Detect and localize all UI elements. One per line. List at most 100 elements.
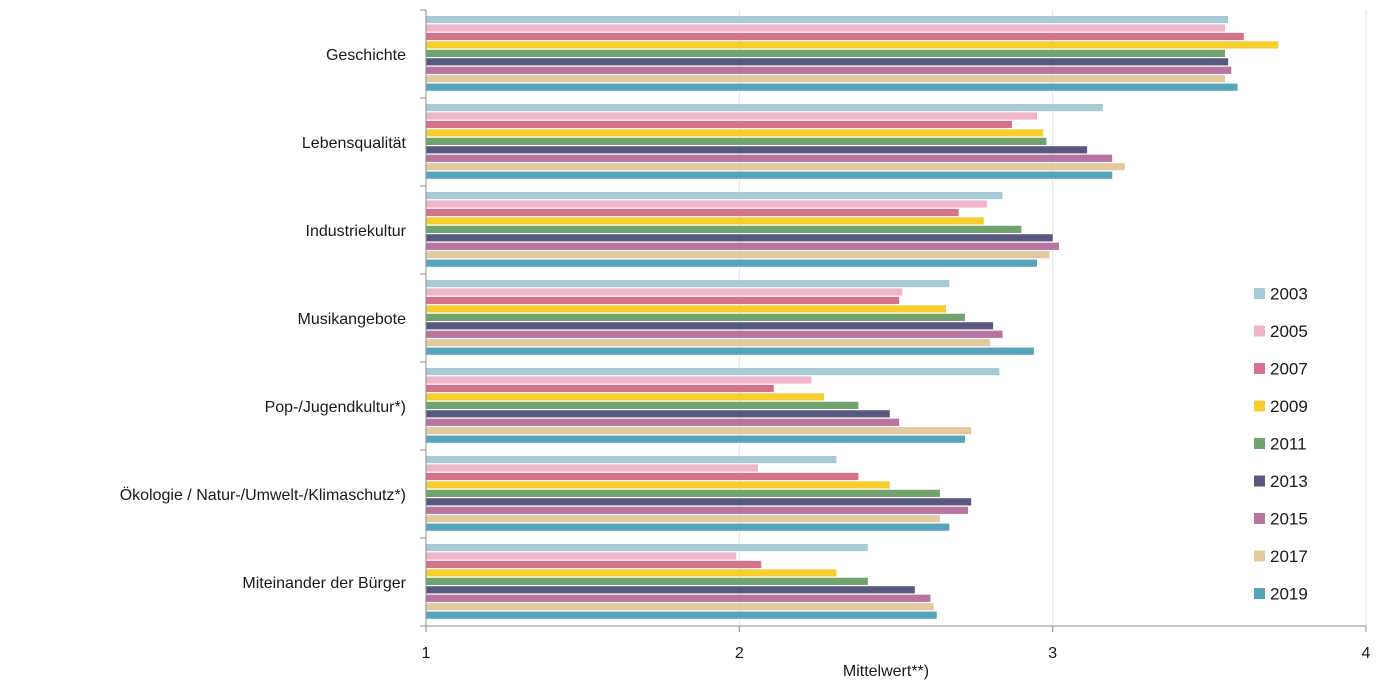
bars	[426, 15, 1279, 619]
bar	[426, 129, 1044, 137]
category-label: Musikangebote	[297, 311, 406, 328]
bar	[426, 367, 1000, 376]
bar	[426, 208, 959, 217]
bar	[426, 225, 1022, 233]
bar	[426, 464, 759, 472]
bar	[426, 455, 837, 464]
legend-item: 2017	[1254, 547, 1308, 566]
bar	[426, 347, 1034, 355]
legend-label: 2019	[1270, 585, 1308, 604]
bar	[426, 603, 934, 611]
bar	[426, 171, 1113, 179]
legend-swatch	[1254, 400, 1265, 412]
bar	[426, 83, 1238, 91]
bar	[426, 24, 1225, 32]
legend-swatch	[1254, 363, 1265, 374]
axes	[420, 9, 1367, 632]
bar	[426, 410, 890, 418]
bar	[426, 498, 972, 506]
bar	[426, 401, 859, 409]
legend-swatch	[1254, 438, 1265, 449]
x-tick-labels: 1 2 3 4	[422, 645, 1371, 662]
bar	[426, 435, 965, 443]
bar	[426, 200, 987, 208]
legend-swatch	[1254, 513, 1265, 524]
bar	[426, 288, 903, 296]
legend-item: 2015	[1254, 510, 1308, 529]
bar	[426, 611, 937, 619]
bar	[426, 543, 868, 552]
legend-item: 2003	[1254, 285, 1308, 304]
legend-swatch	[1254, 325, 1265, 337]
bar	[426, 217, 984, 225]
bar	[426, 515, 940, 523]
bar	[426, 103, 1103, 112]
bar	[426, 120, 1012, 129]
bar	[426, 75, 1225, 83]
legend-label: 2013	[1270, 472, 1308, 491]
bar	[426, 137, 1047, 145]
bar	[426, 506, 969, 514]
category-label: Lebensqualität	[302, 135, 407, 152]
bar	[426, 32, 1244, 41]
legend-item: 2011	[1254, 435, 1307, 454]
legend-item: 2009	[1254, 397, 1308, 416]
x-tick-label: 3	[1048, 645, 1057, 662]
bar	[426, 112, 1037, 120]
legend: 2003 2005 2007 2009 2011 2013 2015 2017 2019	[1254, 285, 1308, 604]
bar	[426, 146, 1088, 154]
bar	[426, 560, 762, 569]
bar	[426, 339, 990, 347]
bar	[426, 481, 890, 489]
legend-swatch	[1254, 550, 1265, 562]
legend-item: 2005	[1254, 322, 1308, 341]
bar	[426, 191, 1003, 200]
bar	[426, 552, 737, 560]
bar	[426, 41, 1279, 49]
bar	[426, 376, 812, 384]
bar	[426, 330, 1003, 338]
bar	[426, 322, 994, 330]
legend-item: 2007	[1254, 360, 1308, 379]
bar	[426, 384, 774, 393]
bar	[426, 393, 824, 401]
category-labels: Geschichte Lebensqualität Industriekultur M…	[120, 47, 407, 592]
bar	[426, 569, 837, 577]
legend-item: 2019	[1254, 585, 1308, 604]
category-label: Pop-/Jugendkultur*)	[265, 399, 406, 416]
bar	[426, 163, 1125, 171]
bar	[426, 242, 1059, 250]
legend-swatch	[1254, 288, 1265, 299]
bar	[426, 472, 859, 481]
legend-label: 2017	[1270, 547, 1308, 566]
legend-label: 2003	[1270, 285, 1308, 304]
category-label: Industriekultur	[306, 223, 407, 240]
bar	[426, 427, 972, 435]
bar	[426, 66, 1232, 74]
bar	[426, 313, 965, 321]
bar	[426, 259, 1037, 267]
x-tick-label: 1	[422, 645, 431, 662]
bar	[426, 305, 947, 313]
x-tick-label: 4	[1362, 645, 1371, 662]
legend-swatch	[1254, 475, 1265, 487]
bar	[426, 251, 1050, 259]
bar	[426, 49, 1225, 57]
legend-label: 2009	[1270, 397, 1308, 416]
category-label: Miteinander der Bürger	[242, 575, 406, 592]
x-axis-title: Mittelwert**)	[843, 663, 929, 680]
bar	[426, 279, 950, 288]
legend-item: 2013	[1254, 472, 1308, 491]
bar	[426, 154, 1113, 162]
bar	[426, 15, 1229, 24]
bar	[426, 58, 1229, 66]
bar	[426, 418, 900, 426]
bar	[426, 489, 940, 497]
bar	[426, 594, 931, 602]
legend-label: 2011	[1270, 435, 1307, 454]
category-label: Geschichte	[326, 47, 406, 64]
bar	[426, 234, 1053, 242]
category-label: Ökologie / Natur-/Umwelt-/Klimaschutz*)	[120, 486, 406, 504]
